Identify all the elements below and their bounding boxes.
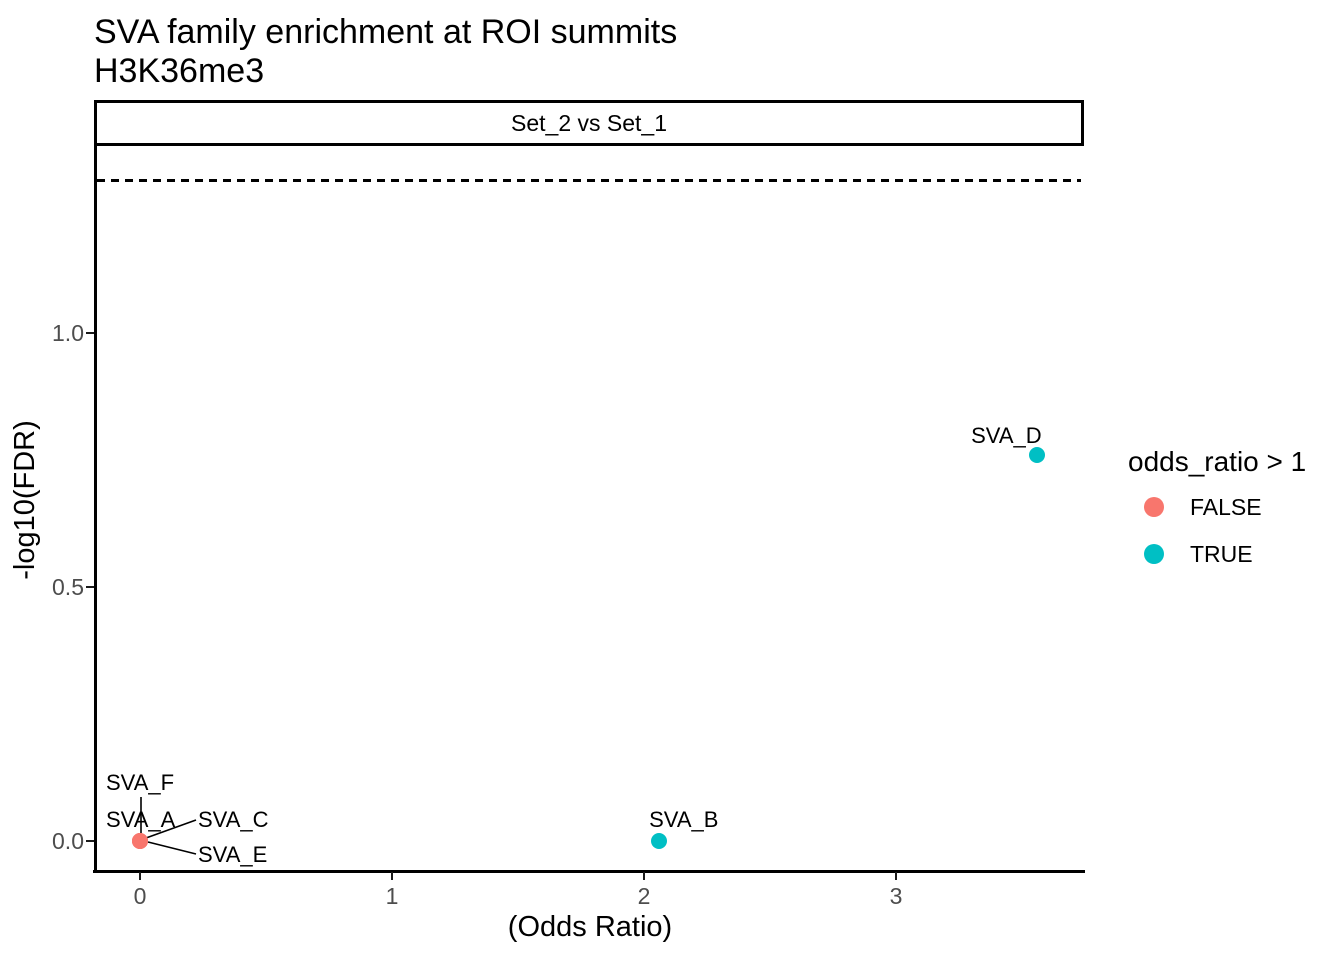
data-point-SVA_F bbox=[132, 833, 148, 849]
x-axis-line bbox=[93, 870, 1085, 873]
facet-strip: Set_2 vs Set_1 bbox=[94, 100, 1084, 146]
x-tick-mark bbox=[642, 872, 646, 880]
y-tick-mark bbox=[86, 585, 94, 589]
y-tick-mark bbox=[86, 331, 94, 335]
legend-item-label: FALSE bbox=[1190, 493, 1262, 520]
legend-item-false: FALSE bbox=[1128, 493, 1262, 521]
x-tick-label: 1 bbox=[385, 883, 399, 909]
data-point-SVA_B bbox=[651, 833, 668, 849]
y-tick-label: 0.5 bbox=[52, 574, 84, 600]
point-label-SVA_A: SVA_A bbox=[106, 807, 176, 832]
legend-key-dot-true bbox=[1144, 544, 1164, 564]
y-tick-label: 1.0 bbox=[52, 320, 84, 346]
x-tick-label: 2 bbox=[637, 883, 651, 909]
x-tick-mark bbox=[390, 872, 394, 880]
legend-item-label: TRUE bbox=[1190, 540, 1253, 567]
leader-line-SVA_E bbox=[147, 841, 197, 855]
chart-subtitle: H3K36me3 bbox=[94, 52, 265, 90]
point-label-SVA_E: SVA_E bbox=[198, 842, 268, 867]
data-point-SVA_D bbox=[1029, 446, 1046, 463]
y-axis-title: -log10(FDR) bbox=[9, 420, 41, 580]
point-label-SVA_B: SVA_B bbox=[649, 807, 719, 832]
point-label-SVA_D: SVA_D bbox=[971, 422, 1042, 448]
legend-title: odds_ratio > 1 bbox=[1128, 446, 1307, 477]
legend-key-dot-false bbox=[1144, 497, 1164, 517]
x-tick-label: 0 bbox=[133, 883, 147, 909]
y-tick-mark bbox=[86, 839, 94, 843]
legend-item-true: TRUE bbox=[1128, 540, 1253, 568]
y-axis-line bbox=[94, 146, 97, 873]
point-label-SVA_F: SVA_F bbox=[106, 770, 175, 795]
x-tick-mark bbox=[894, 872, 898, 880]
threshold-line bbox=[97, 179, 1081, 182]
x-axis-title: (Odds Ratio) bbox=[507, 911, 673, 943]
chart-title: SVA family enrichment at ROI summits bbox=[94, 13, 678, 51]
x-tick-label: 3 bbox=[889, 883, 903, 909]
x-tick-mark bbox=[138, 872, 142, 880]
point-label-SVA_C: SVA_C bbox=[198, 807, 269, 832]
y-tick-label: 0.0 bbox=[52, 828, 84, 854]
facet-strip-label: Set_2 vs Set_1 bbox=[511, 109, 667, 136]
